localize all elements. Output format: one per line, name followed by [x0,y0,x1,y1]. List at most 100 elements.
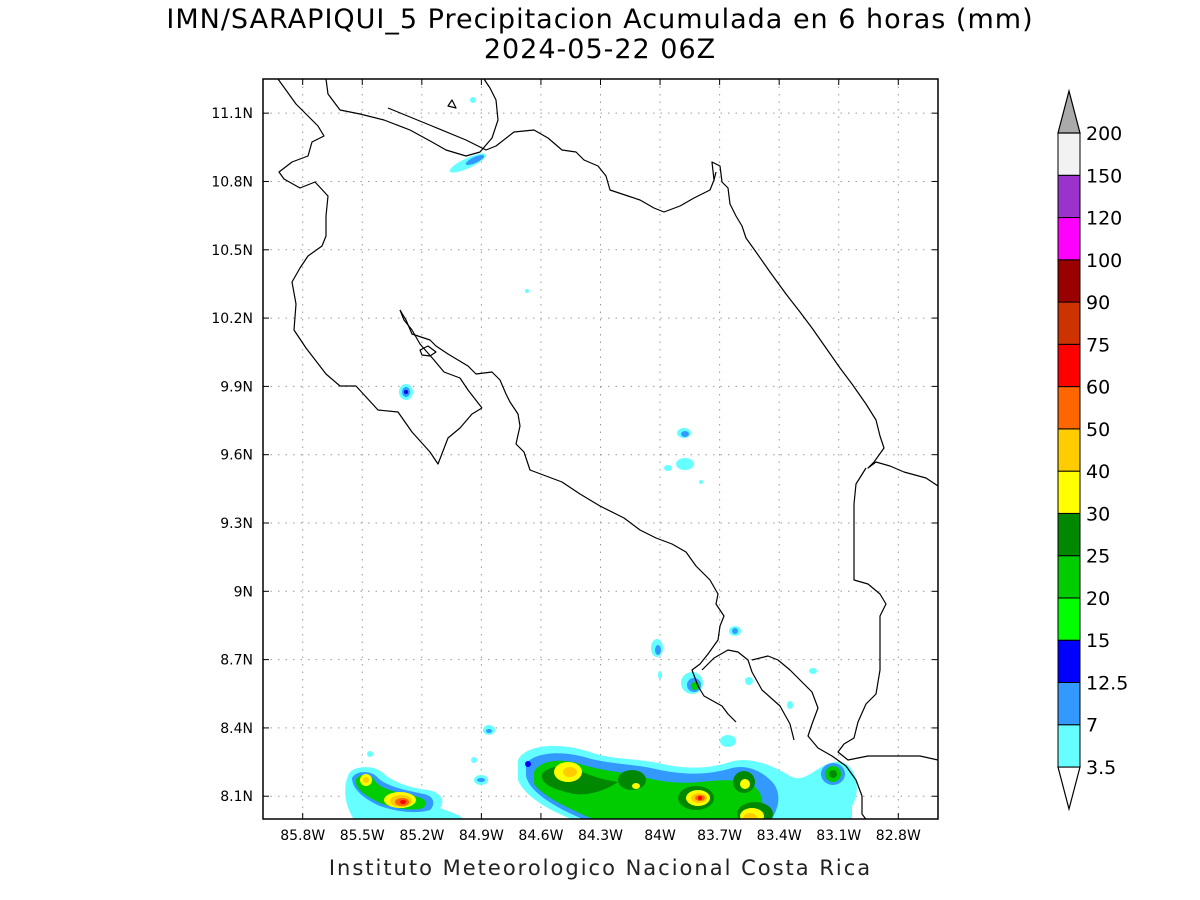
precip-cell [655,645,661,655]
map-title: IMN/SARAPIQUI_5 Precipitacion Acumulada … [166,4,1034,35]
colorbar-swatch [1057,597,1081,641]
lat-tick-label: 10.8N [211,174,253,190]
colorbar-swatch [1057,343,1081,388]
colorbar-label: 50 [1086,419,1110,441]
colorbar-swatch [1057,555,1081,599]
colorbar-label: 25 [1086,546,1110,568]
lon-tick-label: 85.5W [340,828,385,844]
colorbar-swatch [1057,301,1081,345]
lon-tick-label: 84.9W [459,828,504,844]
precip-core [618,770,646,790]
nicaragua-border [277,79,483,465]
colorbar-swatch [1057,512,1081,557]
colorbar-swatch [1057,174,1081,219]
precip-core [363,777,369,783]
lat-tick-label: 9N [234,584,253,600]
colorbar-label: 15 [1086,630,1110,652]
map-frame [262,78,939,820]
lat-tick-label: 11.1N [211,106,253,122]
precip-core [563,767,577,777]
precip-cell [676,458,694,470]
precip-cell [367,751,373,757]
lon-tick-label: 83.4W [757,828,802,844]
caribbean-coast [387,107,938,487]
nicoya-island [419,345,437,357]
precip-core [698,796,702,800]
lon-tick-label: 83.7W [697,828,742,844]
lat-tick-label: 8.4N [220,721,253,737]
lon-tick-label: 84.6W [518,828,563,844]
colorbar-label: 60 [1086,377,1110,399]
footer-credit: Instituto Meteorologico Nacional Costa R… [328,856,873,880]
colorbar-label: 150 [1086,165,1122,187]
colorbar-swatch [1057,217,1081,261]
colorbar-label: 75 [1086,334,1110,356]
precip-cell [470,97,476,103]
precip-core [740,779,750,789]
precip-cell [471,757,477,763]
colorbar-high-arrow [1057,88,1081,134]
lon-tick-label: 85.2W [399,828,444,844]
colorbar-label: 12.5 [1086,672,1128,694]
gulf-outline [399,309,483,409]
colorbar-label: 200 [1086,123,1122,145]
precip-cell [732,628,738,634]
lat-tick-label: 9.9N [220,379,253,395]
precip-cell [720,735,736,747]
colorbar-swatch [1057,681,1081,726]
precip-cell [404,390,408,394]
precip-cell [658,671,662,679]
colorbar-low-arrow [1057,766,1081,812]
precip-cell [745,677,753,685]
precip-core [829,770,837,778]
colorbar-label: 7 [1086,715,1098,737]
precip-cell [664,465,672,471]
lon-tick-label: 82.8W [876,828,921,844]
coast-detail [713,171,717,181]
colorbar-swatch [1057,470,1081,514]
lon-tick-label: 85.8W [280,828,325,844]
colorbar-label: 20 [1086,588,1110,610]
precip-cell [809,668,817,674]
small-island [447,99,457,109]
latitude-labels: 8.1N 8.4N 8.7N 9N 9.3N 9.6N 9.9N 10.2N 10.5N 10.8… [211,106,253,805]
lat-tick-label: 9.3N [220,516,253,532]
colorbar-swatch [1057,259,1081,303]
lon-tick-label: 84W [644,828,676,844]
colorbar-swatch [1057,428,1081,472]
colorbar-label: 100 [1086,250,1122,272]
graticule [263,79,938,819]
lon-tick-label: 84.3W [578,828,623,844]
lat-tick-label: 9.6N [220,448,253,464]
north-bay [325,79,499,157]
lat-tick-label: 8.1N [220,789,253,805]
map-datetime: 2024-05-22 06Z [483,34,717,65]
lat-tick-label: 10.2N [211,311,253,327]
lon-tick-label: 83.1W [816,828,861,844]
colorbar-swatch [1057,639,1081,683]
precip-core [525,761,531,767]
colorbar-label: 40 [1086,461,1110,483]
lat-tick-label: 8.7N [220,653,253,669]
precip-cell [525,289,529,293]
precip-cell [699,480,703,484]
colorbar-label: 90 [1086,292,1110,314]
longitude-labels: 85.8W 85.5W 85.2W 84.9W 84.6W 84.3W 84W 83.7W 83… [280,828,921,844]
osa-peninsula [701,649,795,741]
nicoya-inner-coast [399,309,737,723]
colorbar-swatch [1057,724,1081,768]
precip-core [400,800,406,804]
panama-border [837,467,938,761]
precipitation-field [345,97,857,819]
golfo-dulce [751,655,867,819]
lat-tick-label: 10.5N [211,243,253,259]
colorbar-swatch [1057,132,1081,176]
precip-cell [787,701,793,709]
precip-cell [486,729,492,733]
precip-cell [477,778,485,782]
colorbar-label: 30 [1086,503,1110,525]
colorbar-label: 3.5 [1086,757,1116,779]
precip-core [743,813,757,819]
colorbar-label: 120 [1086,208,1122,230]
